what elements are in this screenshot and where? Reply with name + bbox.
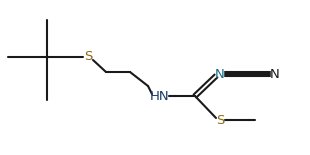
Text: S: S: [216, 113, 224, 126]
Text: N: N: [270, 67, 280, 80]
Text: HN: HN: [150, 89, 170, 102]
Text: N: N: [215, 67, 225, 80]
Text: S: S: [84, 51, 92, 64]
